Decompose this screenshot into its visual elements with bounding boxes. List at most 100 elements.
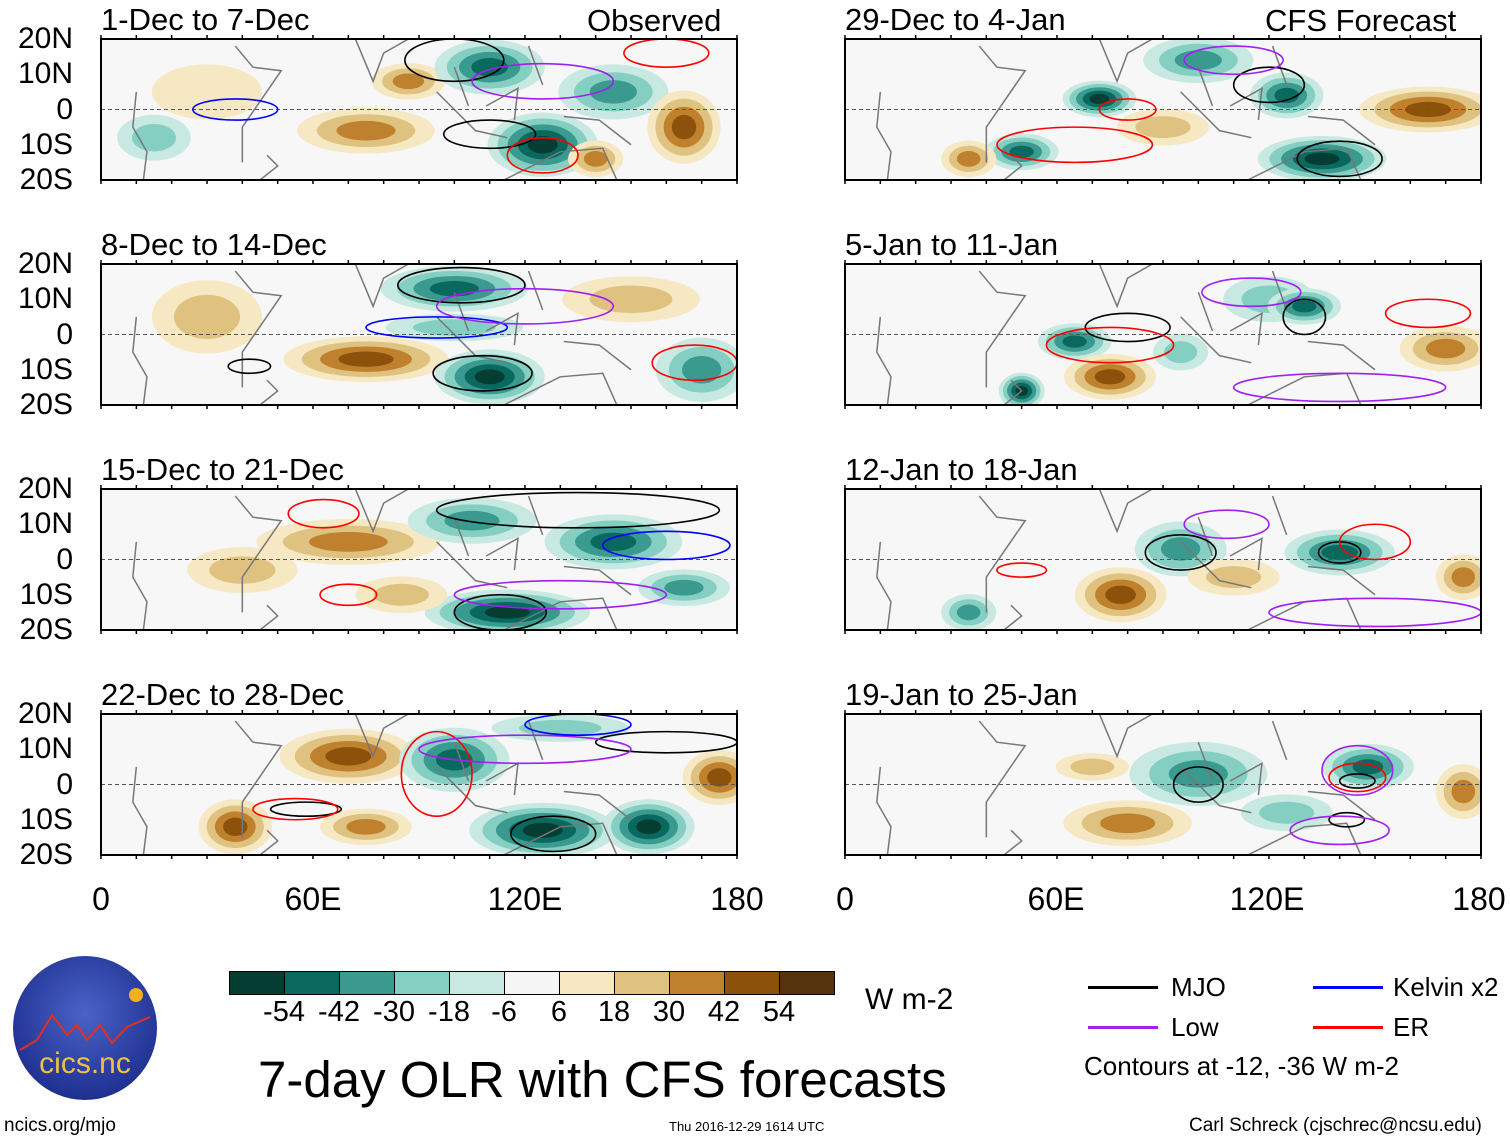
contour-er <box>319 583 378 607</box>
lat-label: 20N <box>17 247 73 280</box>
olr-anomaly-shading <box>1009 145 1034 158</box>
contour-low <box>1183 45 1284 76</box>
colorbar-swatch <box>505 972 560 994</box>
contour-low <box>1268 597 1481 628</box>
legend-low-label: Low <box>1171 1012 1219 1042</box>
olr-anomaly-shading <box>1094 369 1126 385</box>
contour-er <box>623 39 710 68</box>
colorbar <box>229 971 835 995</box>
olr-anomaly-shading <box>1160 537 1201 561</box>
olr-anomaly-shading <box>707 768 732 787</box>
contour-er <box>1045 326 1175 364</box>
coastline <box>132 39 632 180</box>
legend-mjo-label: MJO <box>1171 972 1226 1002</box>
olr-anomaly-shading <box>1174 50 1222 70</box>
contour-mjo <box>227 358 272 375</box>
contour-er <box>1384 298 1472 329</box>
olr-anomaly-shading <box>209 556 276 584</box>
olr-anomaly-shading <box>956 604 981 621</box>
colorbar-swatch <box>395 972 450 994</box>
lon-label-right: 60E <box>1027 881 1085 917</box>
lat-label: 0 <box>56 317 73 351</box>
olr-map-panel <box>844 485 1482 634</box>
colorbar-swatch <box>670 972 725 994</box>
contour-low <box>471 62 615 100</box>
contour-low <box>1232 372 1447 403</box>
olr-anomaly-shading <box>664 579 704 596</box>
olr-anomaly-shading <box>636 819 662 835</box>
lat-label: 10S <box>19 352 73 386</box>
logo-text: cics.nc <box>39 1047 131 1080</box>
lat-label: 10S <box>19 127 73 161</box>
lat-label: 10S <box>19 802 73 836</box>
lat-label: 0 <box>56 542 73 576</box>
colorbar-tick-label: -42 <box>318 996 360 1028</box>
lon-label-left: 180 <box>710 881 764 917</box>
contour-mjo <box>396 266 526 304</box>
contour-low <box>418 734 632 765</box>
colorbar-tick-label: 6 <box>550 996 568 1028</box>
contour-low <box>1321 744 1394 796</box>
colorbar-tick-label: 18 <box>597 996 631 1028</box>
lat-label: 20S <box>19 838 73 871</box>
contour-low <box>1183 509 1270 540</box>
colorbar-tick-label: 30 <box>652 996 686 1028</box>
olr-anomaly-shading <box>681 356 722 384</box>
olr-anomaly-shading <box>338 351 394 367</box>
lon-label-left: 60E <box>284 881 342 917</box>
olr-anomaly-shading <box>671 114 697 140</box>
contour-mjo <box>1172 766 1224 803</box>
panel-title: 29-Dec to 4-Jan <box>845 2 1066 37</box>
panel-title: 1-Dec to 7-Dec <box>101 2 310 37</box>
olr-map-panel <box>844 260 1482 409</box>
panel-title: 8-Dec to 14-Dec <box>101 227 327 262</box>
contour-mjo <box>435 491 721 529</box>
panel-title: 5-Jan to 11-Jan <box>845 227 1059 262</box>
footer-author: Carl Schreck (cjschrec@ncsu.edu) <box>1189 1115 1482 1136</box>
contour-low <box>1201 277 1302 308</box>
olr-anomaly-shading <box>336 120 396 141</box>
legend-kelvin-label: Kelvin x2 <box>1393 972 1499 1002</box>
olr-map-panel <box>100 710 738 859</box>
contour-er <box>996 126 1154 164</box>
panel-title: 12-Jan to 18-Jan <box>845 452 1078 487</box>
contours-note: Contours at -12, -36 W m-2 <box>1084 1051 1399 1081</box>
lat-label: 10N <box>17 282 73 316</box>
olr-anomaly-shading <box>1062 335 1087 348</box>
contour-mjo <box>1296 140 1383 178</box>
olr-anomaly-shading <box>308 532 388 552</box>
olr-anomaly-shading <box>173 294 241 339</box>
lon-label-right: 120E <box>1229 881 1305 917</box>
legend-kelvin-line <box>1313 986 1383 989</box>
olr-map-panel <box>100 485 738 634</box>
footer-url[interactable]: ncics.org/mjo <box>4 1115 116 1136</box>
colorbar-swatch <box>340 972 395 994</box>
contour-mjo <box>510 815 597 853</box>
contour-kelvin <box>365 316 509 339</box>
panel-title: 15-Dec to 21-Dec <box>101 452 344 487</box>
panel-title: 19-Jan to 25-Jan <box>845 677 1078 712</box>
colorbar-swatch <box>230 972 285 994</box>
contour-mjo <box>1232 66 1306 104</box>
olr-anomaly-shading <box>1206 566 1262 589</box>
olr-anomaly-shading <box>1451 567 1476 587</box>
olr-anomaly-shading <box>1259 801 1315 824</box>
lon-label-left: 120E <box>487 881 563 917</box>
colorbar-swatch <box>285 972 340 994</box>
colorbar-swatch <box>725 972 780 994</box>
lat-label: 10N <box>17 732 73 766</box>
olr-anomaly-shading <box>474 369 505 385</box>
contour-mjo <box>1282 298 1327 336</box>
lat-label: 20N <box>17 22 73 55</box>
lat-label: 20S <box>19 163 73 196</box>
olr-map-panel <box>844 35 1482 184</box>
olr-anomaly-shading <box>223 817 248 836</box>
contour-mjo <box>453 593 547 630</box>
contour-er <box>287 498 360 529</box>
olr-anomaly-shading <box>1070 758 1115 776</box>
contour-er <box>1098 98 1157 121</box>
olr-anomaly-shading <box>1089 93 1110 104</box>
olr-map-panel <box>100 35 738 184</box>
contour-mjo <box>1328 811 1366 828</box>
colorbar-tick-label: 42 <box>707 996 741 1028</box>
